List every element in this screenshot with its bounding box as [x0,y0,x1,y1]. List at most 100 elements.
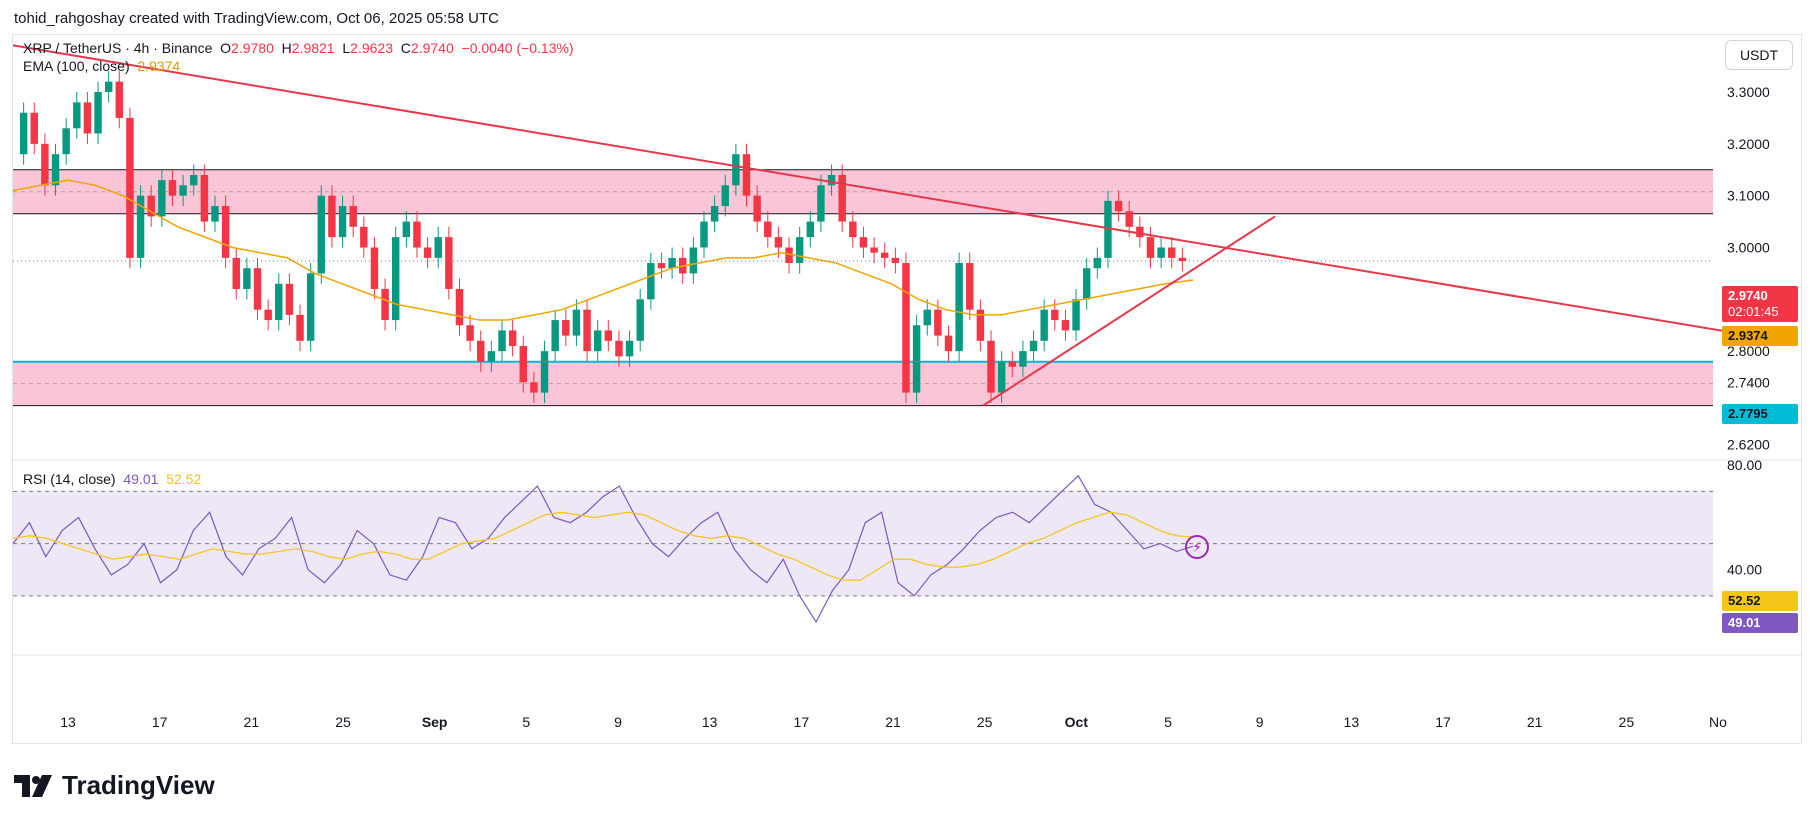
currency-button[interactable]: USDT [1725,40,1793,70]
candle-body [487,351,496,362]
candle-body [243,268,251,289]
candle-body [732,154,740,186]
candle-body [806,221,815,238]
time-tick-label: 13 [1344,714,1360,730]
time-tick-label: 9 [1256,714,1264,730]
candle-body [413,221,421,248]
candle-body [795,237,804,264]
candle-body [434,237,442,258]
candle-body [923,309,931,326]
candle-body [1178,257,1187,261]
time-tick-label: 5 [1164,714,1172,730]
legend-symbol: XRP / TetherUS · 4h · Binance [23,40,213,56]
candle-body [540,351,549,393]
candle-body [477,340,485,362]
ema-legend: EMA (100, close) 2.9374 [23,58,180,74]
support-tag: 2.7795 [1722,404,1798,424]
candle-body [62,128,70,155]
time-tick-label: 25 [977,714,993,730]
candle-body [466,325,474,341]
time-tick-label: 21 [885,714,901,730]
ascending-trendline [982,215,1276,407]
time-tick-label: 21 [244,714,260,730]
rsi-ma-value: 52.52 [166,471,202,487]
legend-h-label: H [281,40,292,56]
candle-body [200,174,209,222]
candle-body [1029,340,1038,352]
candle-body [647,263,655,300]
tradingview-logo[interactable]: TradingView [14,770,215,801]
candle-body [1157,247,1165,258]
rsi-tick-label: 40.00 [1727,562,1762,578]
candle-body [976,309,985,341]
candle-body [179,185,187,196]
candle-body [51,154,60,186]
candle-body [94,92,102,134]
candle-body [41,143,49,186]
candle-body [508,330,517,346]
lightning-icon[interactable]: ⚡ [1185,535,1209,559]
rsi-line [13,474,1194,624]
candle-body [742,154,751,196]
candle-body [498,330,506,352]
candle-body [530,382,538,393]
candle-body [83,102,92,134]
legend-l-label: L [342,40,351,56]
candle-body [700,221,708,248]
candle-body [764,221,772,238]
candle-body [275,283,283,321]
candle-body [1008,361,1016,367]
candle-body [1114,200,1123,212]
candle-body [657,263,666,269]
candle-body [1061,320,1070,331]
candle-body [221,206,230,258]
candle-body [1125,211,1133,227]
chart-canvas[interactable]: 3.30003.20003.10003.00002.80002.74002.68… [13,35,1803,745]
chart-attribution: tohid_rahgoshay created with TradingView… [14,10,500,27]
candle-body [593,330,602,352]
candle-body [849,221,857,238]
candle-body [338,206,347,238]
time-tick-label: Oct [1065,714,1089,730]
candle-body [551,320,559,352]
candle-body [785,247,793,264]
time-tick-label: 5 [522,714,530,730]
chart-frame[interactable]: 3.30003.20003.10003.00002.80002.74002.68… [12,34,1803,745]
time-tick-label: 13 [702,714,718,730]
candle-body [562,320,570,336]
candle-body [317,195,326,274]
candle-body [519,345,527,383]
candle-body [753,195,761,222]
legend-change: −0.0040 (−0.13%) [461,40,574,56]
ema-tag: 2.9374 [1722,326,1798,346]
candle-body [232,257,240,289]
candle-body [381,288,389,321]
legend-open: 2.9780 [231,40,274,56]
price-tick-label: 2.8000 [1727,343,1770,359]
time-tick-label: 25 [335,714,351,730]
candle-body [870,247,878,253]
last-price-tag: 2.9740 02:01:45 [1722,286,1798,322]
ema-value: 2.9374 [137,58,181,74]
candle-body [817,185,825,222]
price-tick-label: 3.2000 [1727,136,1770,152]
candle-body [1019,351,1027,367]
time-tick-label: 25 [1619,714,1635,730]
candle-body [158,180,166,217]
candle-body [423,247,432,258]
candle-body [625,340,634,357]
candle-body [1082,268,1091,300]
candle-body [126,117,134,258]
countdown-value: 02:01:45 [1728,304,1779,319]
candle-body [147,195,155,217]
candle-body [136,195,145,258]
price-tick-label: 3.3000 [1727,84,1770,100]
candle-body [253,268,262,310]
candle-body [1168,247,1176,258]
candle-body [774,237,783,248]
price-legend: XRP / TetherUS · 4h · Binance O2.9780 H2… [23,40,574,56]
price-tick-label: 2.6200 [1727,436,1770,452]
time-tick-label: No [1709,714,1727,730]
time-tick-label: 21 [1527,714,1543,730]
rsi-ma-line [13,511,1194,581]
